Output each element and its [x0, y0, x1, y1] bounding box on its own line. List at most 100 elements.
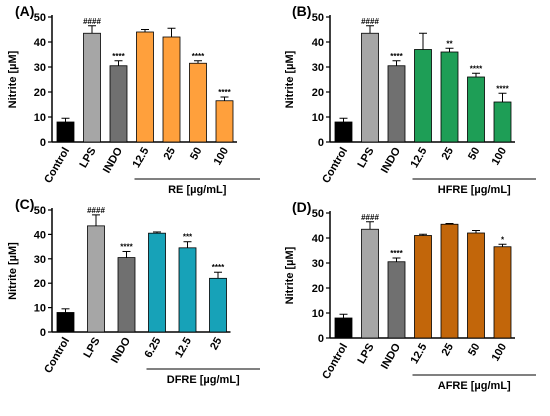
panel-d-y-tick-label: 20	[312, 283, 324, 295]
panel-c-y-tick-label: 10	[34, 303, 46, 315]
panel-d-y-tick-label: 40	[312, 233, 324, 245]
panel-a-category-label: Control	[42, 146, 72, 186]
panel-a-category-label: INDO	[101, 145, 125, 175]
panel-a-letter: (A)	[15, 3, 34, 19]
panel-d-y-tick-label: 50	[312, 208, 324, 220]
panel-c-bar-5	[178, 247, 197, 333]
panel-a-significance-mark: ****	[192, 52, 205, 61]
panel-b-bar-7	[493, 101, 512, 143]
panel-b-y-tick-label: 50	[312, 12, 324, 24]
panel-a-bar-4	[136, 31, 154, 143]
panel-b-category-label: INDO	[379, 145, 403, 175]
panel-a-y-tick-label: 50	[34, 12, 46, 24]
panel-b-significance-mark: ####	[361, 17, 379, 26]
panel-b-group-label: HFRE [µg/mL]	[438, 184, 511, 196]
panel-a-category-label: 50	[188, 146, 205, 163]
panel-a-group-label: RE [µg/mL]	[168, 184, 227, 196]
panel-b-y-tick-label: 10	[312, 112, 324, 124]
panel-c-bar-1	[56, 312, 75, 333]
panel-a-significance-mark: ****	[218, 88, 231, 97]
panel-b-category-label: 100	[490, 146, 510, 168]
panel-b-bar-4	[414, 49, 432, 143]
panel-a-category-label: 25	[162, 146, 179, 163]
panel-b-bar-5	[440, 51, 459, 143]
panel-c-category-label: Control	[42, 336, 72, 376]
panel-b-category-label: 50	[466, 146, 483, 163]
panel-d-category-label: 50	[466, 342, 483, 359]
panel-c-significance-mark: ***	[183, 233, 193, 242]
panel-c-bar-2	[87, 225, 105, 333]
panel-b-category-label: 12.5	[408, 146, 429, 171]
panel-a-bar-5	[162, 36, 181, 143]
panel-d-significance-mark: *	[501, 235, 505, 244]
panel-a-significance-mark: ####	[83, 17, 101, 26]
panel-c-category-label: 12.5	[173, 336, 194, 361]
panel-c-category-label: 6.25	[142, 336, 163, 361]
panel-d-bar-2	[361, 228, 379, 339]
panel-b-category-label: LPS	[356, 146, 377, 171]
panel-c-significance-mark: ****	[212, 263, 225, 272]
panel-d-significance-mark: ****	[390, 249, 403, 258]
panel-d-group-label: AFRE [µg/mL]	[438, 380, 511, 392]
panel-d-y-tick-label: 10	[312, 308, 324, 320]
panel-b-significance-mark: ****	[470, 64, 483, 73]
panel-c-letter: (C)	[15, 196, 34, 212]
panel-d-y-axis-title: Nitrite [µM]	[284, 246, 296, 304]
panel-d-significance-mark: ####	[361, 213, 379, 222]
panel-b-y-tick-label: 40	[312, 37, 324, 49]
panel-b-y-tick-label: 20	[312, 87, 324, 99]
panel-d-y-tick-label: 0	[318, 333, 324, 345]
panel-a-y-tick-label: 40	[34, 37, 46, 49]
panel-b-y-tick-label: 0	[318, 137, 324, 149]
panel-a-bar-2	[83, 32, 101, 143]
panel-c-y-tick-label: 30	[34, 254, 46, 266]
panel-a-category-label: 12.5	[130, 146, 151, 171]
panel-d-bar-1	[334, 317, 353, 339]
panel-b-category-label: Control	[320, 146, 350, 186]
panel-a-bar-6	[189, 62, 207, 143]
panel-a-significance-mark: ****	[112, 52, 125, 61]
panel-a-y-tick-label: 20	[34, 87, 46, 99]
panel-b-y-axis-title: Nitrite [µM]	[284, 50, 296, 108]
panel-b-bar-2	[361, 32, 379, 143]
panel-d-bar-7	[493, 246, 512, 339]
panel-b-bar-1	[334, 121, 353, 143]
panel-c-category-label: LPS	[82, 336, 103, 361]
panel-c-y-tick-label: 40	[34, 229, 46, 241]
panel-d-bar-3	[387, 261, 406, 339]
panel-b-significance-mark: ****	[390, 52, 403, 61]
panel-b-letter: (B)	[292, 3, 311, 19]
panel-c-bar-3	[117, 257, 136, 333]
panel-c-bar-4	[148, 232, 166, 333]
panel-d-letter: (D)	[292, 199, 311, 215]
panel-b-y-tick-label: 30	[312, 62, 324, 74]
panel-d-category-label: 25	[440, 342, 457, 359]
panel-a-y-tick-label: 30	[34, 62, 46, 74]
panel-c-bar-6	[209, 277, 227, 333]
panel-b-bar-6	[467, 76, 485, 143]
panel-d: (D) Nitrite [µM] 0 10 20 30 40 50 Control #### LPS…	[284, 199, 536, 392]
panel-b-bar-3	[387, 65, 406, 143]
panel-c-significance-mark: ####	[87, 206, 105, 215]
panel-a-y-tick-label: 0	[40, 137, 46, 149]
panel-a-bar-3	[109, 65, 128, 143]
panel-d-category-label: 12.5	[408, 342, 429, 367]
panel-c-y-axis-title: Nitrite [µM]	[7, 242, 19, 300]
panel-b-category-label: 25	[440, 146, 457, 163]
panel-d-category-label: Control	[320, 342, 350, 382]
panel-a: (A) Nitrite [µM] 0 10 20 30 40 50 Control #### LPS…	[7, 3, 260, 196]
panel-c-y-tick-label: 0	[40, 327, 46, 339]
panel-d-category-label: 100	[490, 342, 510, 364]
panel-d-bar-6	[467, 232, 485, 339]
panel-c-category-label: 25	[208, 336, 225, 353]
panel-c-y-tick-label: 20	[34, 278, 46, 290]
panel-a-y-tick-label: 10	[34, 112, 46, 124]
panel-a-bar-1	[56, 121, 75, 143]
panel-d-bar-5	[440, 223, 459, 339]
panel-c: (C) Nitrite [µM] 0 10 20 30 40 50 Control #### LPS…	[7, 196, 260, 386]
panel-a-y-axis-title: Nitrite [µM]	[7, 50, 19, 108]
panel-a-category-label: 100	[212, 146, 232, 168]
panel-d-bar-4	[414, 235, 432, 339]
panel-b-significance-mark: ****	[496, 84, 509, 93]
